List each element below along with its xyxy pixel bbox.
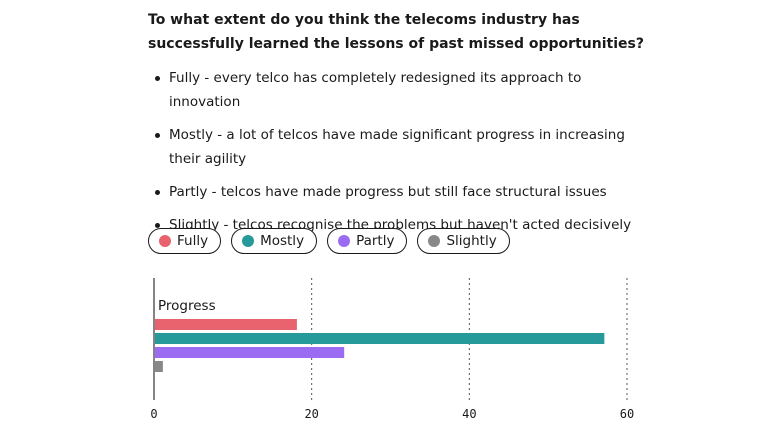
legend-slightly-button[interactable]: Slightly (417, 228, 510, 254)
option-partly: Partly - telcos have made progress but s… (155, 180, 655, 204)
question-heading: To what extent do you think the telecoms… (148, 12, 644, 52)
bar-partly (155, 347, 345, 358)
legend-mostly-label: Mostly (260, 233, 305, 249)
legend-partly-button[interactable]: Partly (327, 228, 408, 254)
x-tick-label-20: 20 (304, 407, 318, 421)
legend-slightly-swatch (428, 235, 441, 247)
bar-fully (155, 319, 297, 330)
legend-mostly-button[interactable]: Mostly (231, 228, 318, 254)
bar-slightly (155, 361, 163, 372)
option-fully: Fully - every telco has completely redes… (155, 66, 655, 114)
category-label: Progress (158, 298, 216, 314)
legend-mostly-swatch (242, 235, 255, 247)
legend-partly-swatch (338, 235, 351, 247)
option-mostly: Mostly - a lot of telcos have made signi… (155, 123, 655, 171)
bar-mostly (155, 333, 605, 344)
chart-legend: Fully Mostly Partly Slightly (148, 228, 510, 254)
x-tick-label-0: 0 (150, 407, 157, 421)
x-tick-label-40: 40 (462, 407, 476, 421)
bar-chart: 0 20 40 60 Progress (150, 278, 634, 421)
options-list: Fully - every telco has completely redes… (155, 66, 655, 246)
x-tick-label-60: 60 (620, 407, 634, 421)
legend-fully-swatch (159, 235, 171, 247)
legend-fully-label: Fully (177, 233, 209, 249)
legend-partly-label: Partly (356, 233, 395, 249)
legend-fully-button[interactable]: Fully (148, 228, 222, 254)
legend-slightly-label: Slightly (446, 233, 497, 249)
